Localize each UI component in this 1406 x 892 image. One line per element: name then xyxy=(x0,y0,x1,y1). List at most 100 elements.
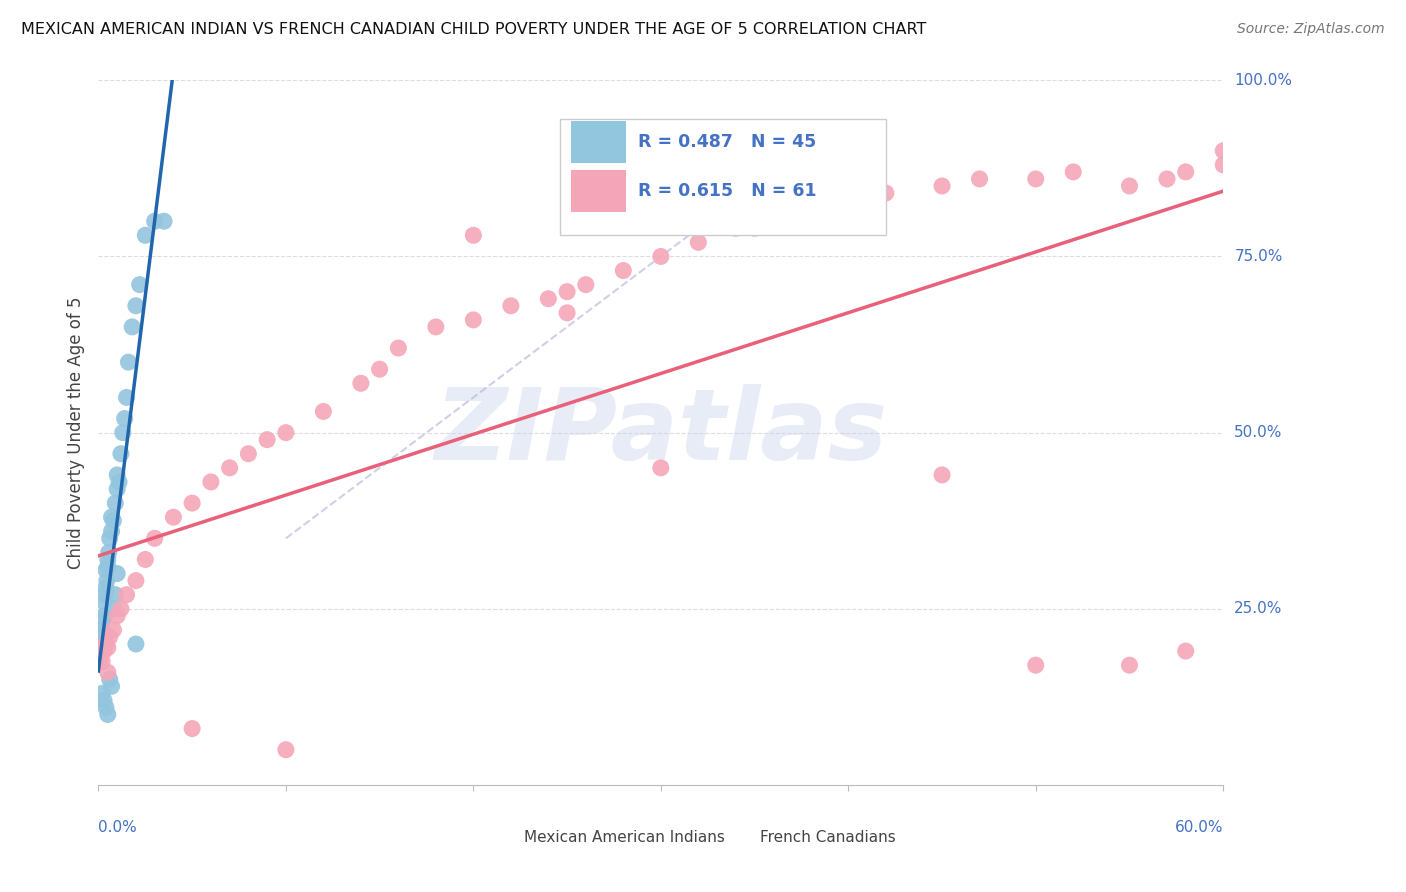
Point xyxy=(91,686,114,700)
Point xyxy=(134,228,156,243)
Point xyxy=(688,235,710,250)
Point xyxy=(387,341,409,355)
Point xyxy=(128,277,150,292)
Point xyxy=(1212,144,1234,158)
Point xyxy=(105,467,128,482)
Point xyxy=(111,425,134,440)
Point xyxy=(103,623,125,637)
Point xyxy=(875,186,897,200)
FancyBboxPatch shape xyxy=(478,822,519,854)
Point xyxy=(117,355,139,369)
Point xyxy=(115,391,138,405)
Point xyxy=(97,552,120,566)
Point xyxy=(463,313,485,327)
Point xyxy=(91,637,114,651)
Point xyxy=(575,277,598,292)
Point xyxy=(368,362,391,376)
Point xyxy=(153,214,176,228)
Point xyxy=(108,475,131,489)
Text: 50.0%: 50.0% xyxy=(1234,425,1282,440)
Text: Source: ZipAtlas.com: Source: ZipAtlas.com xyxy=(1237,22,1385,37)
Point xyxy=(931,467,953,482)
Point xyxy=(100,524,122,539)
Point xyxy=(96,574,118,588)
Point xyxy=(105,482,128,496)
Point xyxy=(103,514,125,528)
Point xyxy=(98,532,121,546)
Point xyxy=(650,249,672,264)
Point xyxy=(274,425,297,440)
Point xyxy=(94,588,117,602)
Y-axis label: Child Poverty Under the Age of 5: Child Poverty Under the Age of 5 xyxy=(66,296,84,569)
FancyBboxPatch shape xyxy=(714,822,755,854)
Point xyxy=(115,588,138,602)
Point xyxy=(121,319,143,334)
Point xyxy=(134,552,156,566)
Point xyxy=(350,376,373,391)
FancyBboxPatch shape xyxy=(571,170,626,212)
Point xyxy=(1062,165,1084,179)
Point xyxy=(800,200,823,214)
Point xyxy=(91,623,114,637)
Text: 100.0%: 100.0% xyxy=(1234,73,1292,87)
Point xyxy=(724,221,747,235)
Point xyxy=(612,263,634,277)
Text: 75.0%: 75.0% xyxy=(1234,249,1282,264)
Point xyxy=(931,178,953,194)
Point xyxy=(181,496,204,510)
Text: ZIPatlas: ZIPatlas xyxy=(434,384,887,481)
Point xyxy=(1174,644,1197,658)
Point xyxy=(537,292,560,306)
Point xyxy=(125,574,148,588)
Point xyxy=(98,673,121,687)
Point xyxy=(1118,178,1140,194)
Point xyxy=(105,608,128,623)
Point xyxy=(100,679,122,693)
Point xyxy=(181,722,204,736)
Point xyxy=(97,545,120,559)
FancyBboxPatch shape xyxy=(571,121,626,162)
Point xyxy=(91,655,114,669)
Point xyxy=(1025,658,1047,673)
Point xyxy=(93,608,115,623)
Point xyxy=(91,612,114,626)
Point xyxy=(90,630,112,644)
Point xyxy=(143,214,166,228)
Point xyxy=(143,532,166,546)
Point xyxy=(93,644,115,658)
Point xyxy=(218,460,240,475)
Point xyxy=(125,637,148,651)
Point xyxy=(312,404,335,418)
Point xyxy=(100,510,122,524)
Text: French Canadians: French Canadians xyxy=(759,830,896,846)
Point xyxy=(1156,172,1178,186)
Text: R = 0.615   N = 61: R = 0.615 N = 61 xyxy=(638,182,817,200)
FancyBboxPatch shape xyxy=(560,119,886,235)
Point xyxy=(93,595,115,609)
Point xyxy=(104,496,127,510)
Point xyxy=(555,306,578,320)
Point xyxy=(97,665,120,680)
Point xyxy=(89,637,111,651)
Point xyxy=(114,411,136,425)
Point xyxy=(94,581,117,595)
Point xyxy=(97,559,120,574)
Point xyxy=(555,285,578,299)
Point xyxy=(969,172,991,186)
Point xyxy=(837,193,859,207)
Point xyxy=(274,742,297,756)
Text: 0.0%: 0.0% xyxy=(98,820,138,835)
Point xyxy=(238,447,260,461)
Point xyxy=(94,637,117,651)
Point xyxy=(98,630,121,644)
Point xyxy=(1118,658,1140,673)
Point xyxy=(650,460,672,475)
Text: R = 0.487   N = 45: R = 0.487 N = 45 xyxy=(638,133,817,151)
Point xyxy=(499,299,522,313)
Point xyxy=(200,475,222,489)
Point xyxy=(1212,158,1234,172)
Point xyxy=(90,640,112,655)
Point xyxy=(104,588,127,602)
Point xyxy=(1025,172,1047,186)
Point xyxy=(91,626,114,640)
